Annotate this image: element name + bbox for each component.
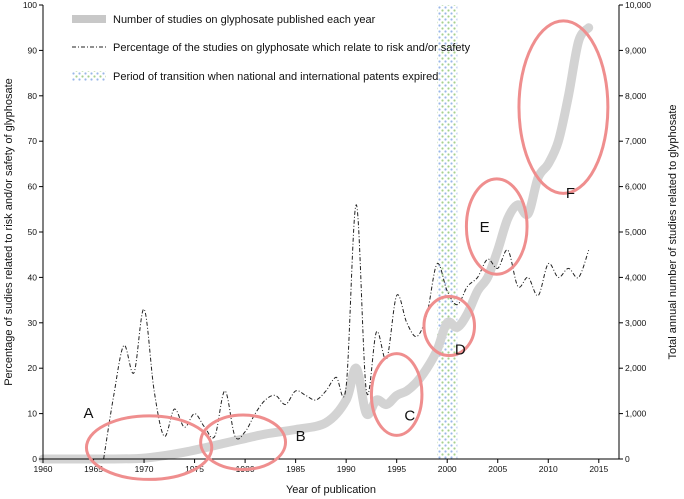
y-left-tick-label: 10 (28, 409, 38, 419)
x-tick-label: 1985 (286, 464, 305, 474)
y-axis-right-title: Total annual number of studies related t… (667, 105, 679, 360)
y-left-tick-label: 70 (28, 136, 38, 146)
legend-swatch-patent-transition (72, 71, 106, 81)
y-left-tick-label: 40 (28, 272, 38, 282)
y-right-tick-label: 9,000 (625, 45, 647, 55)
y-right-tick-label: 7,000 (625, 136, 647, 146)
y-right-tick-label: 3,000 (625, 318, 647, 328)
highlight-ellipse-d (422, 294, 476, 357)
highlight-ellipse-a (84, 414, 214, 481)
x-tick-label: 2000 (438, 464, 457, 474)
highlight-ellipse-c (369, 352, 424, 437)
x-tick-label: 1965 (84, 464, 103, 474)
x-tick-label: 1960 (34, 464, 53, 474)
y-right-tick-label: 10,000 (625, 0, 651, 10)
highlight-ellipse-b (199, 413, 288, 471)
highlight-ellipse-e (464, 177, 529, 276)
y-left-tick-label: 30 (28, 318, 38, 328)
y-right-tick-label: 0 (625, 454, 630, 464)
y-left-tick-label: 60 (28, 182, 38, 192)
annotation-label-b: B (296, 428, 306, 445)
x-tick-label: 2010 (539, 464, 558, 474)
y-left-tick-label: 20 (28, 363, 38, 373)
y-right-tick-label: 2,000 (625, 363, 647, 373)
y-right-tick-label: 4,000 (625, 272, 647, 282)
annotation-label-f: F (566, 185, 575, 202)
x-tick-label: 2005 (488, 464, 507, 474)
annotation-label-c: C (404, 407, 415, 424)
y-left-tick-label: 100 (23, 0, 37, 10)
annotation-label-d: D (455, 342, 466, 359)
y-right-tick-label: 6,000 (625, 182, 647, 192)
patent-transition-band (437, 5, 458, 459)
legend-label-risk-percentage: Percentage of the studies on glyphosate … (113, 42, 471, 54)
x-tick-label: 1970 (135, 464, 154, 474)
series-risk-percentage-line (103, 204, 590, 460)
y-right-tick-label: 8,000 (625, 91, 647, 101)
x-axis-title: Year of publication (286, 484, 376, 496)
y-left-tick-label: 0 (32, 454, 37, 464)
x-tick-label: 1995 (387, 464, 406, 474)
legend-label-patent-transition: Period of transition when national and i… (113, 71, 438, 83)
highlight-ellipse-f (517, 19, 610, 195)
x-tick-label: 2015 (589, 464, 608, 474)
legend-label-annual-studies: Number of studies on glyphosate publishe… (113, 14, 376, 26)
series-annual-studies-line (38, 23, 594, 464)
y-right-tick-label: 5,000 (625, 227, 647, 237)
y-axis-left-title: Percentage of sudies related to risk and… (3, 78, 15, 386)
y-right-tick-label: 1,000 (625, 409, 647, 419)
x-tick-label: 1990 (337, 464, 356, 474)
y-left-tick-label: 90 (28, 45, 38, 55)
y-left-tick-label: 50 (28, 227, 38, 237)
annotation-label-a: A (83, 405, 93, 422)
y-left-tick-label: 80 (28, 91, 38, 101)
annotation-label-e: E (480, 219, 490, 236)
